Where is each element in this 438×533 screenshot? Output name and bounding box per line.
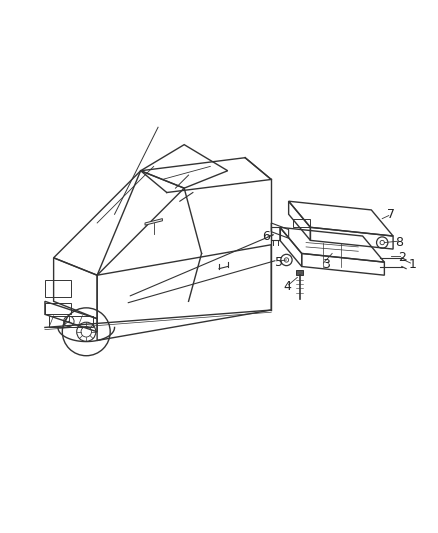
Bar [45,303,71,314]
Bar [293,219,311,228]
Text: 7: 7 [387,208,395,221]
Text: 4: 4 [284,280,292,293]
Text: 5: 5 [275,256,283,269]
Bar [271,228,280,240]
Text: 2: 2 [398,251,406,264]
Text: 8: 8 [396,236,404,249]
Text: 1: 1 [409,258,417,271]
Bar [49,316,93,327]
Text: 3: 3 [321,258,329,271]
Text: 6: 6 [262,230,270,244]
Bar [296,270,303,275]
Bar [45,279,71,297]
Polygon shape [145,219,162,225]
